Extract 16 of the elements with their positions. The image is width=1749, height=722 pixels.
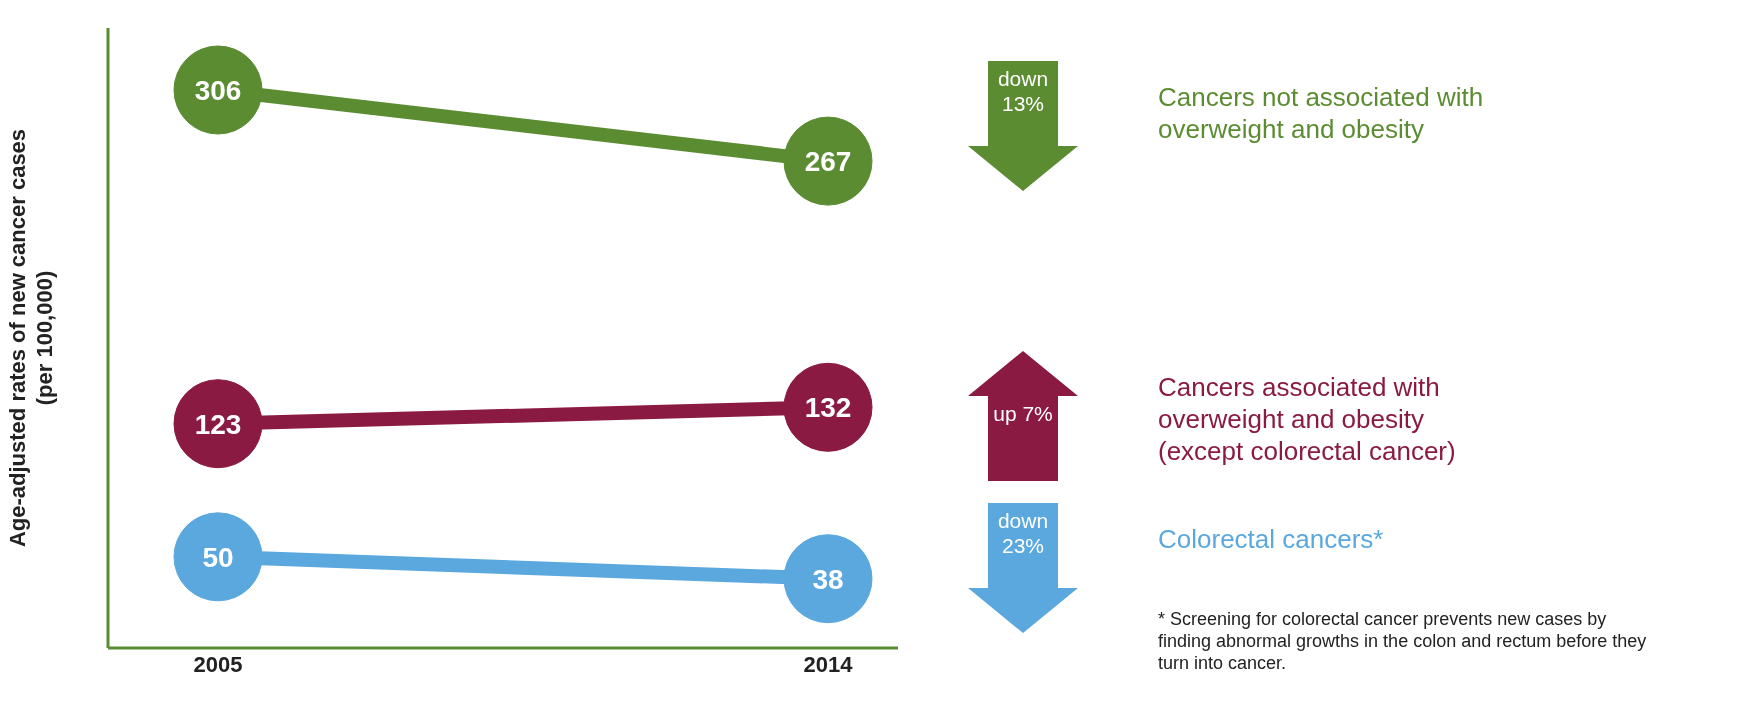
text: Cancers associated with overweight and obesity (except colorectal cancer) — [1158, 370, 1457, 467]
data-label: 267 — [804, 146, 852, 178]
data-label: 50 — [202, 541, 234, 573]
data-label: 132 — [804, 392, 852, 424]
y-axis-title: Age-adjusted rates of new cancer cases (per 100,000) — [5, 128, 57, 548]
data-label: 38 — [812, 563, 844, 595]
text: * Screening for colorectal cancer prevents new cases by finding abnormal growths in the colon and rectum before they turn into cancer. — [1158, 608, 1648, 674]
text: Colorectal cancers* — [1158, 522, 1385, 555]
text: up 7% — [992, 400, 1054, 426]
data-label: 306 — [194, 74, 242, 106]
data-label: 123 — [194, 408, 242, 440]
text: down 23% — [996, 507, 1050, 558]
text: Cancers not associated with overweight and obesity — [1158, 80, 1485, 145]
text: down 13% — [996, 65, 1050, 116]
x-tick-label: 2005 — [193, 651, 243, 677]
x-tick-label: 2014 — [803, 651, 854, 677]
